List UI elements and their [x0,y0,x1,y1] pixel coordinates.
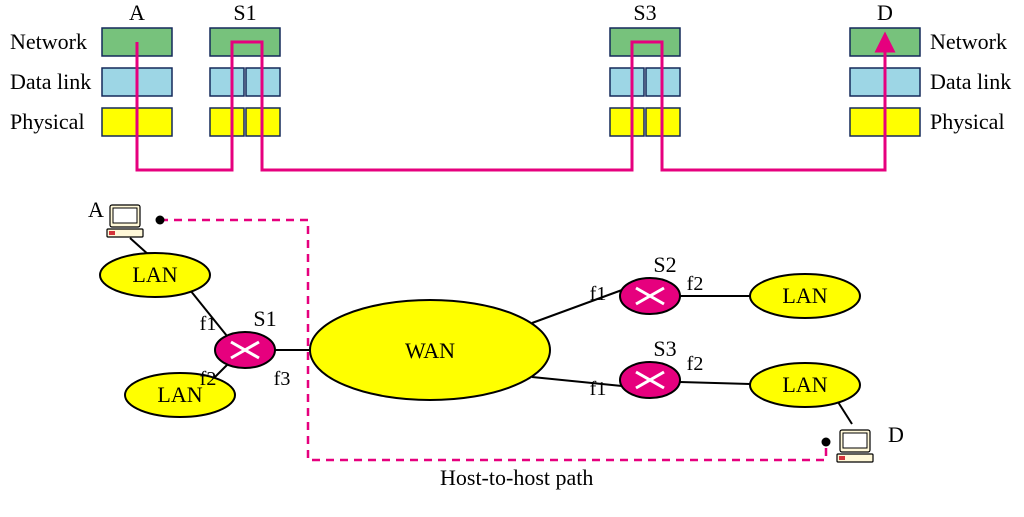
layer-label-right: Network [930,29,1007,54]
host-path-dot [822,438,831,447]
network-diagram: Network Data link Physical Network Data link… [0,0,1024,517]
layer-box [210,108,244,136]
layer-box [610,108,644,136]
lan-label: LAN [132,262,177,287]
layer-label-right: Physical [930,109,1005,134]
switch-label: S2 [653,252,676,277]
port-label: f1 [590,378,607,400]
lan-label: LAN [782,283,827,308]
layer-box [210,68,244,96]
layer-label-left: Physical [10,109,85,134]
port-label: f1 [590,283,607,305]
port-label: f1 [200,313,217,335]
host-path-dot [156,216,165,225]
layer-label-left: Network [10,29,87,54]
stack-label: S3 [633,0,656,25]
port-label: f2 [200,368,217,390]
computer-label: D [888,422,904,447]
computer-icon [107,205,143,237]
stack-label: S1 [233,0,256,25]
port-label: f2 [687,353,704,375]
stack-label: A [129,0,145,25]
host-path-caption: Host-to-host path [440,465,593,490]
layer-label-left: Data link [10,69,91,94]
port-label: f3 [274,368,291,390]
lan-label: LAN [782,372,827,397]
link [680,382,750,384]
port-label: f2 [687,273,704,295]
computer-label: A [88,197,104,222]
layer-path [137,42,885,170]
wan-label: WAN [405,338,455,363]
layer-label-right: Data link [930,69,1011,94]
switch-label: S1 [253,306,276,331]
computer-icon [837,430,873,462]
link [532,290,622,323]
switch-label: S3 [653,336,676,361]
lan-label: LAN [157,382,202,407]
stack-label: D [877,0,893,25]
layer-box [610,68,644,96]
link [838,402,852,424]
link [532,377,622,386]
